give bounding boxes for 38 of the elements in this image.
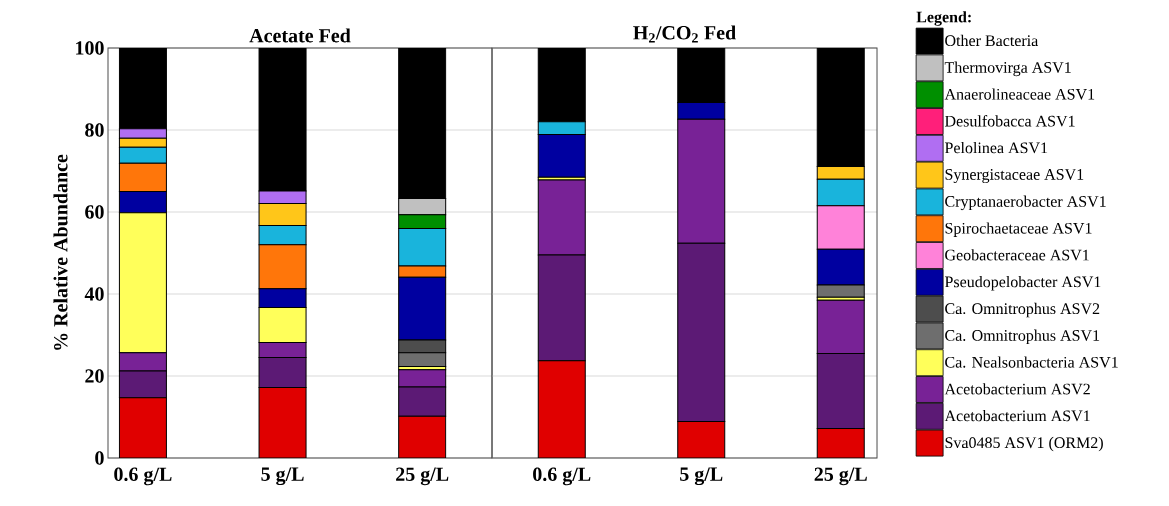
- y-axis-title: % Relative Abundance: [53, 154, 68, 350]
- legend-label: Cryptanaerobacter ASV1: [945, 195, 1106, 211]
- legend-label: Geobacteraceae ASV1: [945, 249, 1089, 261]
- legend-label: Other Bacteria: [945, 34, 1039, 47]
- legend-label: Acetobacterium ASV2: [944, 383, 1090, 395]
- y-tick-label: 0: [95, 451, 104, 465]
- bar: [677, 421, 726, 458]
- x-tick-label: 5 g/L: [680, 467, 723, 486]
- chart-title: Acetate Fed: [249, 28, 351, 43]
- legend-label: Ca. Omnitrophus ASV1: [945, 329, 1100, 345]
- y-tick-label: 40: [84, 287, 104, 301]
- legend-title: Legend:: [916, 11, 971, 26]
- legend-label: Pelolinea ASV1: [944, 142, 1048, 154]
- legend-label: Pseudopelobacter ASV1: [944, 276, 1101, 291]
- legend-label: Spirochaetaceae ASV1: [945, 222, 1092, 237]
- bar: [537, 360, 586, 458]
- y-tick-label: 80: [85, 123, 104, 137]
- legend-label: Desulfobacca ASV1: [944, 115, 1075, 127]
- legend-label: Thermovirga ASV1: [944, 61, 1071, 77]
- bar: [398, 415, 447, 458]
- x-tick-label: 0.6 g/L: [533, 467, 591, 486]
- legend-label: Sva0485 ASV1 (ORM2): [945, 436, 1103, 452]
- x-tick-label: 25 g/L: [396, 467, 449, 486]
- legend-label: Ca. Omnitrophus ASV2: [945, 302, 1100, 318]
- x-tick-label: 0.6 g/L: [114, 467, 172, 486]
- bar: [118, 397, 167, 458]
- x-tick-label: 5 g/L: [261, 467, 304, 486]
- legend-label: Anaerolineaceae ASV1: [944, 88, 1095, 100]
- bar: [816, 427, 865, 458]
- legend-label: Acetobacterium ASV1: [944, 410, 1090, 422]
- x-tick-label: 25 g/L: [814, 467, 867, 486]
- y-tick-label: 20: [85, 369, 104, 383]
- bar: [258, 386, 307, 458]
- chart-title: H$_{2}$/CO$_{2}$ Fed: [633, 25, 736, 43]
- y-tick-label: 100: [76, 41, 104, 55]
- legend-label: Synergistaceae ASV1: [945, 169, 1084, 184]
- legend-label: Ca. Nealsonbacteria ASV1: [945, 356, 1118, 368]
- y-tick-label: 60: [85, 205, 104, 219]
